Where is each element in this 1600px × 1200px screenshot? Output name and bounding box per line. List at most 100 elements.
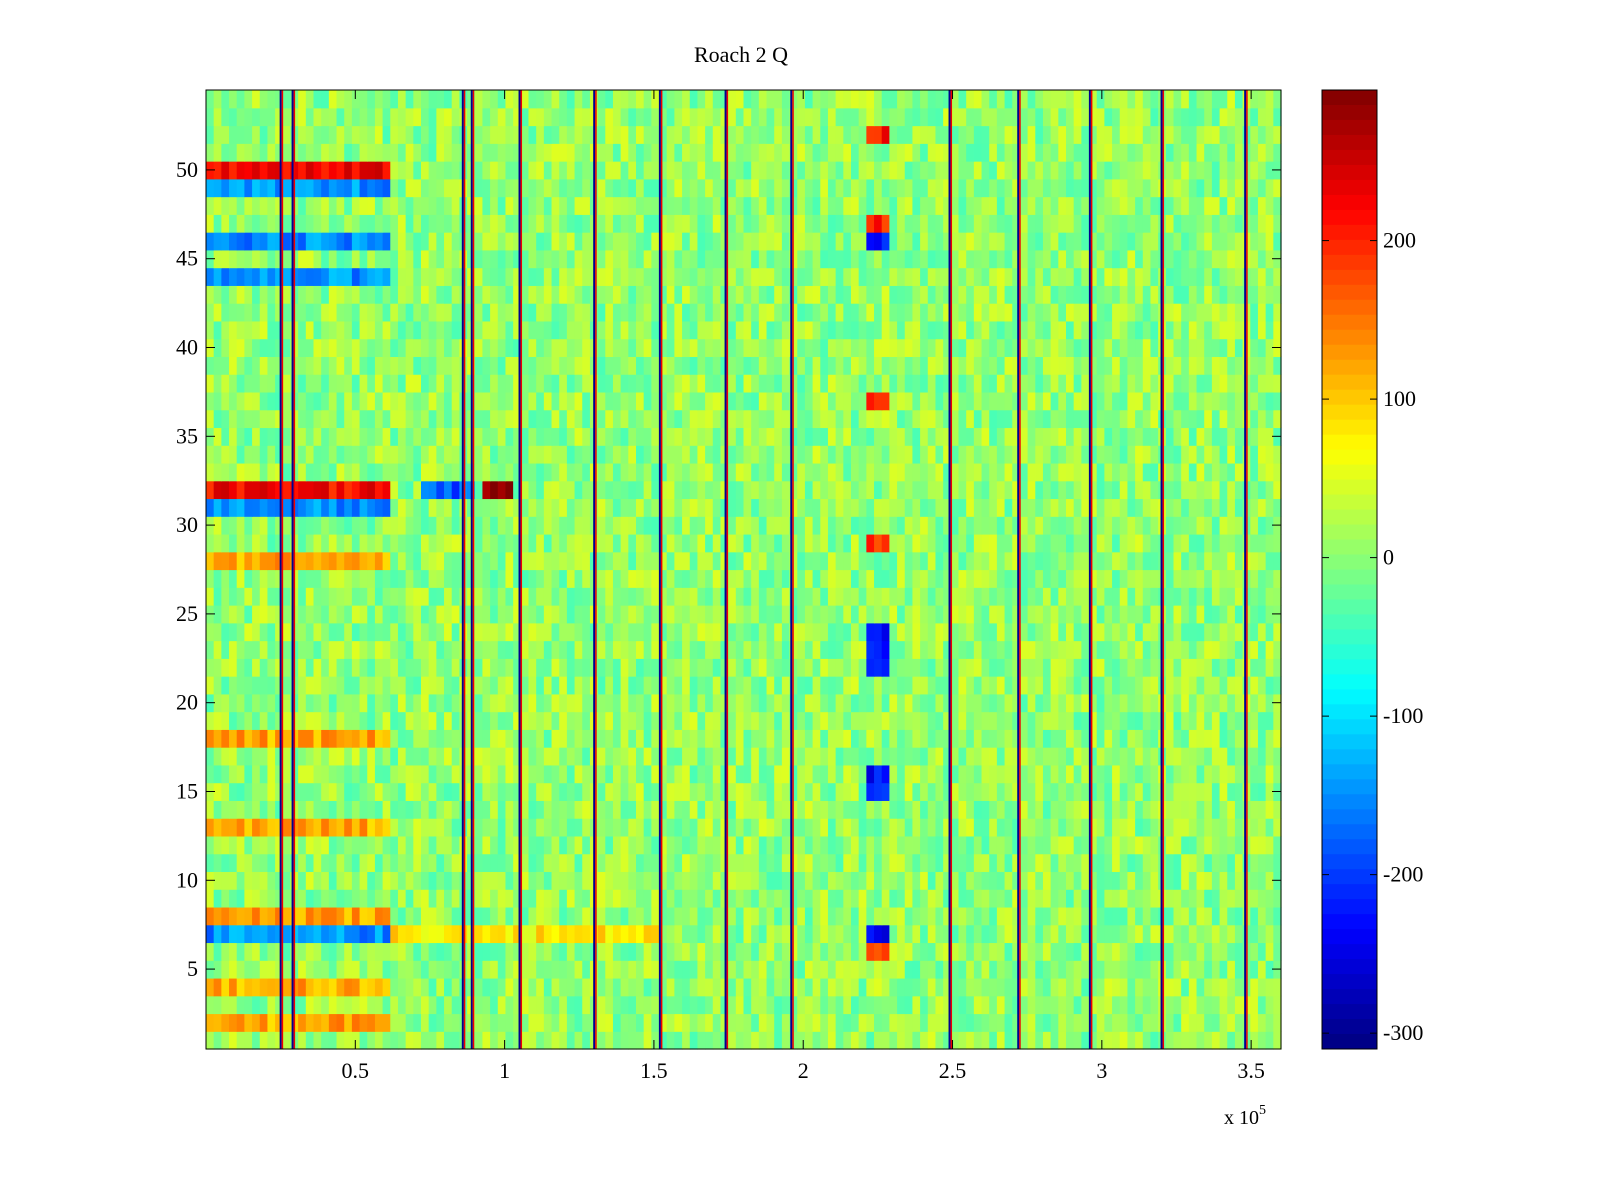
heatmap-cell [827,693,837,713]
heatmap-cell [344,676,353,695]
heatmap-cell [1219,569,1228,588]
heatmap-cell [612,711,622,730]
heatmap-cell [743,889,752,908]
heatmap-cell [897,977,906,997]
heatmap-cell [413,835,422,855]
heatmap-cell [305,409,315,429]
heatmap-cell [1219,906,1228,926]
heatmap-cell [735,1031,745,1050]
heatmap-cell [781,960,791,979]
heatmap-cell [659,818,668,837]
heatmap-cell [897,835,906,855]
heatmap-cell [1019,782,1029,801]
heatmap-cell [943,889,952,908]
heatmap-cell [774,587,783,606]
heatmap-cell [374,445,384,464]
heatmap-cell [543,1013,553,1032]
heatmap-cell [574,924,583,944]
heatmap-cell [1211,658,1221,677]
heatmap-cell [751,658,760,677]
heatmap-cell [1104,764,1113,784]
heatmap-cell [682,729,691,748]
heatmap-cell [1089,711,1098,730]
heatmap-cell [1142,587,1152,606]
heatmap-cell [1165,747,1175,766]
heatmap-cell [413,516,422,535]
heatmap-cell [628,942,637,961]
heatmap-cell [712,533,722,553]
heatmap-cell [305,1031,315,1050]
heatmap-cell [1204,445,1213,464]
heatmap-cell [482,924,491,944]
heatmap-cell [904,818,914,837]
heatmap-cell [712,871,722,890]
heatmap-cell [351,818,361,837]
heatmap-cell [336,889,345,908]
heatmap-cell [689,658,699,677]
heatmap-cell [451,498,460,517]
heatmap-cell [1196,711,1205,730]
heatmap-cell [551,835,560,855]
heatmap-cell [421,462,430,482]
heatmap-cell [359,640,368,659]
heatmap-cell [904,622,914,642]
heatmap-cell [1089,462,1098,482]
heatmap-cell [897,853,906,873]
heatmap-cell [1035,764,1044,784]
heatmap-cell [1165,729,1175,748]
heatmap-cell [421,818,430,837]
heatmap-cell [367,942,376,961]
heatmap-cell [275,977,284,997]
heatmap-cell [843,605,852,624]
heatmap-cell [774,551,783,571]
heatmap-cell [705,889,714,908]
heatmap-cell [344,569,353,588]
heatmap-cell [1035,551,1044,571]
heatmap-cell [374,711,384,730]
heatmap-cell [781,889,791,908]
heatmap-cell [682,906,691,926]
heatmap-cell [636,622,645,642]
heatmap-cell [950,693,960,713]
heatmap-cell [958,871,967,890]
heatmap-cell [213,800,222,819]
heatmap-cell [935,658,944,677]
heatmap-cell [536,835,545,855]
heatmap-cell [505,480,514,500]
heatmap-cell [851,587,860,606]
heatmap-cell [943,711,952,730]
heatmap-cell [1234,1031,1244,1050]
heatmap-cell [497,427,507,446]
heatmap-cell [1066,889,1075,908]
heatmap-cell [958,711,967,730]
heatmap-cell [236,427,245,446]
heatmap-cell [351,551,361,571]
heatmap-cell [1142,942,1152,961]
heatmap-cell [566,818,576,837]
heatmap-cell [705,871,714,890]
heatmap-cell [758,1031,768,1050]
heatmap-cell [1112,782,1121,801]
heatmap-cell [1188,605,1198,624]
heatmap-cell [428,533,437,553]
heatmap-cell [252,409,261,429]
heatmap-cell [1073,676,1082,695]
heatmap-cell [705,782,714,801]
heatmap-cell [804,533,814,553]
heatmap-cell [666,587,675,606]
heatmap-cell [697,462,706,482]
heatmap-cell [405,924,414,944]
heatmap-cell [858,533,867,553]
heatmap-cell [751,871,760,890]
heatmap-cell [298,818,307,837]
heatmap-cell [781,427,791,446]
heatmap-cell [866,1031,875,1050]
heatmap-cell [697,977,706,997]
heatmap-cell [298,462,307,482]
heatmap-cell [428,764,437,784]
heatmap-cell [390,569,399,588]
heatmap-cell [1050,551,1059,571]
heatmap-cell [436,409,445,429]
heatmap-cell [958,800,967,819]
heatmap-cell [374,924,384,944]
